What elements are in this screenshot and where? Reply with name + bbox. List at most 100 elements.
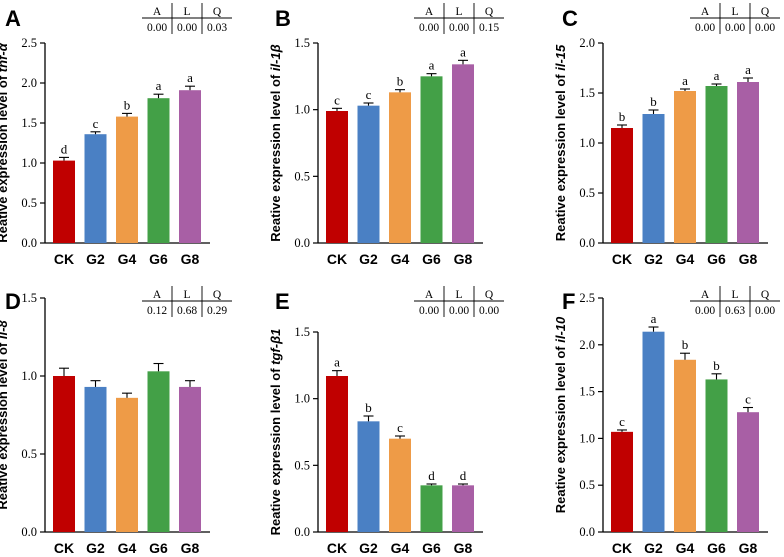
stats-header: Q <box>761 6 770 18</box>
y-tick-label: 0.0 <box>294 525 310 539</box>
category-label: G6 <box>149 540 168 556</box>
bar-ck <box>53 376 75 532</box>
stats-header: L <box>731 289 738 301</box>
panel-f: F 0.0 0.5 1.0 1.5 2.0 2.5 Reative expression le… <box>553 286 780 556</box>
y-tick-label: 0.0 <box>294 236 310 250</box>
y-tick-label: 1.5 <box>579 86 595 100</box>
stats-header: A <box>701 289 710 301</box>
stats-value: 0.00 <box>725 22 745 34</box>
category-label: G6 <box>149 251 168 267</box>
panel-c: C 0.0 0.5 1.0 1.5 2.0 Reative expression level… <box>553 3 780 267</box>
significance-letter: a <box>714 68 720 83</box>
panel-d: D 0.0 0.5 1.0 1.5 Reative expression level of… <box>0 286 232 556</box>
significance-letter: a <box>187 70 193 85</box>
y-tick-label: 1.0 <box>21 156 37 170</box>
category-label: CK <box>54 251 74 267</box>
y-axis-label-gene: tgf-β1 <box>268 329 283 365</box>
stats-header: Q <box>485 289 494 301</box>
y-tick-label: 2.5 <box>579 291 595 305</box>
significance-letter: c <box>745 392 751 407</box>
stats-value: 0.00 <box>147 22 167 34</box>
significance-letter: d <box>61 141 68 156</box>
y-tick-label: 1.5 <box>579 385 595 399</box>
bar-g2 <box>84 134 107 243</box>
significance-letter: b <box>619 109 626 124</box>
y-axis-label-prefix: Reative expression level of <box>0 339 10 510</box>
y-tick-label: 0.5 <box>21 447 37 461</box>
stats-value: 0.15 <box>479 22 499 34</box>
stats-table: A 0.12 L 0.68 Q 0.29 <box>142 286 232 317</box>
category-label: CK <box>327 251 347 267</box>
y-axis-label: Reative expression level of il-8 <box>0 320 10 510</box>
category-label: G6 <box>422 540 441 556</box>
bar-g6 <box>147 371 170 532</box>
significance-letter: b <box>124 97 131 112</box>
y-axis-label-gene: tnf-α <box>0 42 10 72</box>
bar-g6 <box>420 76 443 243</box>
category-label: CK <box>612 540 632 556</box>
category-label: G6 <box>707 251 726 267</box>
category-label: G2 <box>644 251 663 267</box>
y-axis-label-prefix: Reative expression level of <box>0 72 10 243</box>
bar-ck <box>611 128 633 243</box>
bar-g6 <box>420 485 443 532</box>
stats-header: L <box>183 6 190 18</box>
stats-header: A <box>153 6 162 18</box>
y-axis-label-prefix: Reative expression level of <box>268 365 283 536</box>
bar-ck <box>326 376 348 532</box>
significance-letter: c <box>397 420 403 435</box>
stats-value: 0.00 <box>695 305 715 317</box>
category-label: G8 <box>181 251 200 267</box>
y-tick-label: 0.5 <box>294 458 310 472</box>
y-axis-label-gene: il-10 <box>553 316 568 343</box>
bar-ck <box>326 111 348 243</box>
stats-value: 0.12 <box>147 305 167 317</box>
y-axis-label: Reative expression level of il-15 <box>553 44 568 241</box>
category-label: G2 <box>86 251 105 267</box>
significance-letter: c <box>334 92 340 107</box>
stats-value: 0.68 <box>177 305 197 317</box>
bar-g2 <box>642 114 665 243</box>
bar-g2 <box>642 331 665 532</box>
category-label: G8 <box>739 540 758 556</box>
bar-g6 <box>705 86 728 243</box>
significance-letter: a <box>682 73 688 88</box>
y-tick-label: 0.5 <box>294 169 310 183</box>
y-axis-label-gene: il-1β <box>268 44 283 71</box>
stats-value: 0.00 <box>479 305 499 317</box>
y-axis-label-prefix: Reative expression level of <box>553 343 568 514</box>
y-tick-label: 2.0 <box>21 76 37 90</box>
significance-letter: c <box>619 414 625 429</box>
y-tick-label: 0.0 <box>579 236 595 250</box>
y-tick-label: 1.0 <box>294 103 310 117</box>
stats-value: 0.63 <box>725 305 745 317</box>
stats-table: A 0.00 L 0.00 Q 0.00 <box>414 286 504 317</box>
bar-g4 <box>674 359 696 532</box>
bar-g8 <box>452 64 474 243</box>
y-tick-label: 2.5 <box>21 36 37 50</box>
category-label: G4 <box>391 251 410 267</box>
category-label: G8 <box>454 251 473 267</box>
bar-g6 <box>705 379 728 532</box>
category-label: G2 <box>359 251 378 267</box>
y-tick-label: 0.5 <box>579 478 595 492</box>
stats-table: A 0.00 L 0.00 Q 0.00 <box>690 3 780 34</box>
bar-g8 <box>452 485 474 532</box>
significance-letter: a <box>156 78 162 93</box>
significance-letter: a <box>460 44 466 59</box>
stats-header: L <box>183 289 190 301</box>
category-label: G8 <box>739 251 758 267</box>
stats-header: L <box>731 6 738 18</box>
bar-g2 <box>357 105 380 244</box>
y-tick-label: 0.0 <box>21 236 37 250</box>
stats-header: Q <box>485 6 494 18</box>
category-label: G2 <box>359 540 378 556</box>
category-label: G4 <box>391 540 410 556</box>
bar-g4 <box>674 91 696 243</box>
panel-letter: E <box>275 289 290 314</box>
bar-g8 <box>737 82 759 243</box>
panel-a: A 0.0 0.5 1.0 1.5 2.0 2.5 Reative expression le… <box>0 3 232 267</box>
bar-g4 <box>389 438 411 532</box>
stats-header: L <box>455 6 462 18</box>
bar-g4 <box>116 397 138 532</box>
